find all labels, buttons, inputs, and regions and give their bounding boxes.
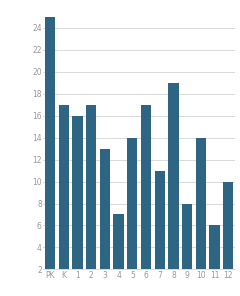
Bar <box>114 215 124 291</box>
Bar <box>100 149 110 291</box>
Bar <box>223 181 234 291</box>
Bar <box>45 17 55 291</box>
Bar <box>168 83 179 291</box>
Bar <box>182 204 192 291</box>
Bar <box>59 105 69 291</box>
Bar <box>210 226 220 291</box>
Bar <box>86 105 96 291</box>
Bar <box>72 116 83 291</box>
Bar <box>141 105 151 291</box>
Bar <box>196 138 206 291</box>
Bar <box>155 170 165 291</box>
Bar <box>127 138 138 291</box>
